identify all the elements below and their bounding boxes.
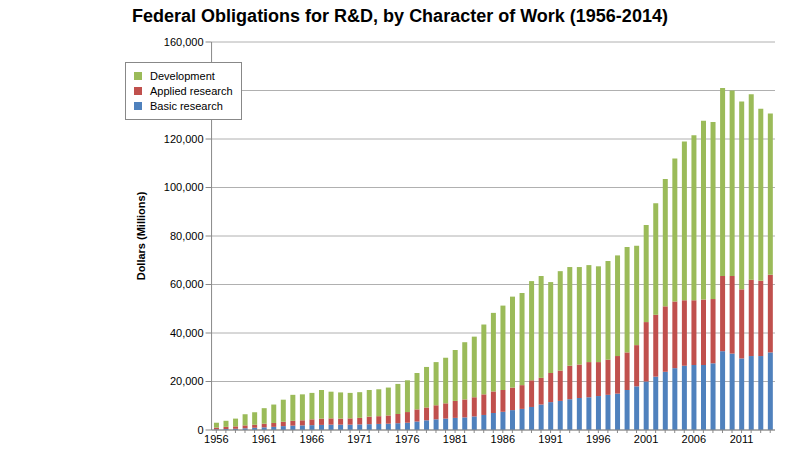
svg-text:1981: 1981 (443, 433, 467, 445)
svg-text:2006: 2006 (682, 433, 706, 445)
svg-text:1976: 1976 (395, 433, 419, 445)
svg-text:1961: 1961 (252, 433, 276, 445)
svg-text:40,000: 40,000 (170, 327, 204, 339)
svg-text:160,000: 160,000 (164, 36, 204, 48)
svg-text:100,000: 100,000 (164, 181, 204, 193)
svg-text:Dollars (Millions): Dollars (Millions) (135, 191, 147, 280)
svg-text:1966: 1966 (300, 433, 324, 445)
svg-text:0: 0 (197, 424, 203, 436)
svg-text:120,000: 120,000 (164, 133, 204, 145)
svg-text:2011: 2011 (730, 433, 754, 445)
svg-text:1971: 1971 (347, 433, 371, 445)
svg-text:60,000: 60,000 (170, 278, 204, 290)
svg-text:140,000: 140,000 (164, 84, 204, 96)
svg-text:1956: 1956 (204, 433, 228, 445)
svg-text:1986: 1986 (491, 433, 515, 445)
svg-text:20,000: 20,000 (170, 375, 204, 387)
svg-text:1991: 1991 (538, 433, 562, 445)
svg-text:1996: 1996 (586, 433, 610, 445)
svg-text:80,000: 80,000 (170, 230, 204, 242)
svg-text:2001: 2001 (634, 433, 658, 445)
